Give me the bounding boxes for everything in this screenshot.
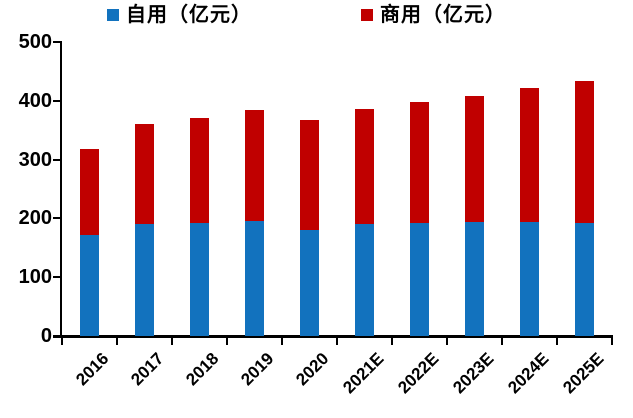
x-axis-tick	[281, 337, 283, 345]
x-axis-label: 2023E	[448, 349, 497, 398]
y-axis-label: 400	[18, 89, 52, 112]
x-axis-label: 2016	[71, 349, 112, 390]
bar-segment-commercial-2023E	[465, 96, 484, 222]
bar-segment-self-use-2025E	[575, 222, 594, 336]
bar-segment-self-use-2023E	[465, 221, 484, 336]
x-axis-tick	[171, 337, 173, 345]
x-axis-label: 2019	[236, 349, 277, 390]
bar-segment-commercial-2019	[245, 110, 264, 222]
y-axis-tick	[53, 335, 62, 337]
legend-label-self-use: 自用（亿元）	[126, 4, 252, 26]
bar-segment-self-use-2022E	[410, 223, 429, 336]
bar-segment-commercial-2025E	[575, 81, 594, 223]
bar-segment-commercial-2024E	[520, 88, 539, 222]
legend-swatch-red	[361, 9, 373, 21]
x-axis-label: 2022E	[393, 349, 442, 398]
bar-segment-self-use-2019	[245, 221, 264, 336]
bar-segment-commercial-2021E	[355, 109, 374, 224]
x-axis-tick	[501, 337, 503, 345]
bar-segment-commercial-2016	[80, 149, 99, 235]
bar-segment-self-use-2024E	[520, 221, 539, 336]
y-axis-label: 300	[18, 148, 52, 171]
bar-segment-commercial-2022E	[410, 101, 429, 224]
y-axis-tick	[53, 276, 62, 279]
x-axis-tick	[226, 337, 228, 345]
x-axis-line	[53, 335, 613, 338]
x-axis-tick	[336, 337, 338, 345]
y-axis-label: 200	[18, 207, 52, 230]
bar-segment-commercial-2018	[190, 118, 209, 223]
bar-segment-self-use-2020	[300, 230, 319, 336]
bar-segment-self-use-2016	[80, 234, 99, 336]
x-axis-label: 2017	[126, 349, 167, 390]
x-axis-tick	[611, 337, 613, 345]
bar-segment-commercial-2017	[135, 124, 154, 225]
x-axis-tick	[116, 337, 118, 345]
y-axis-label: 0	[40, 325, 52, 347]
y-axis-line	[60, 42, 62, 338]
x-axis-label: 2018	[181, 349, 222, 390]
x-axis-tick	[556, 337, 558, 345]
x-axis-label: 2024E	[503, 349, 552, 398]
x-axis-tick	[446, 337, 448, 345]
legend-item-commercial: 商用（亿元）	[361, 4, 506, 26]
x-axis-label: 2020	[291, 349, 332, 390]
legend-swatch-blue	[107, 9, 119, 21]
x-axis-label: 2021E	[338, 349, 387, 398]
bar-segment-self-use-2017	[135, 224, 154, 336]
bar-segment-self-use-2021E	[355, 223, 374, 336]
bar-segment-commercial-2020	[300, 119, 319, 231]
legend-label-commercial: 商用（亿元）	[380, 4, 506, 26]
bar-segment-self-use-2018	[190, 222, 209, 336]
legend-item-self-use: 自用（亿元）	[107, 4, 252, 26]
x-axis-tick	[391, 337, 393, 345]
x-axis-label: 2025E	[558, 349, 607, 398]
y-axis-label: 100	[18, 266, 52, 289]
y-axis-tick	[53, 158, 62, 161]
y-axis-tick	[53, 99, 62, 102]
x-axis-tick	[61, 337, 63, 345]
y-axis-tick	[53, 217, 62, 220]
y-axis-label: 500	[18, 31, 52, 53]
y-axis-tick	[53, 41, 62, 43]
